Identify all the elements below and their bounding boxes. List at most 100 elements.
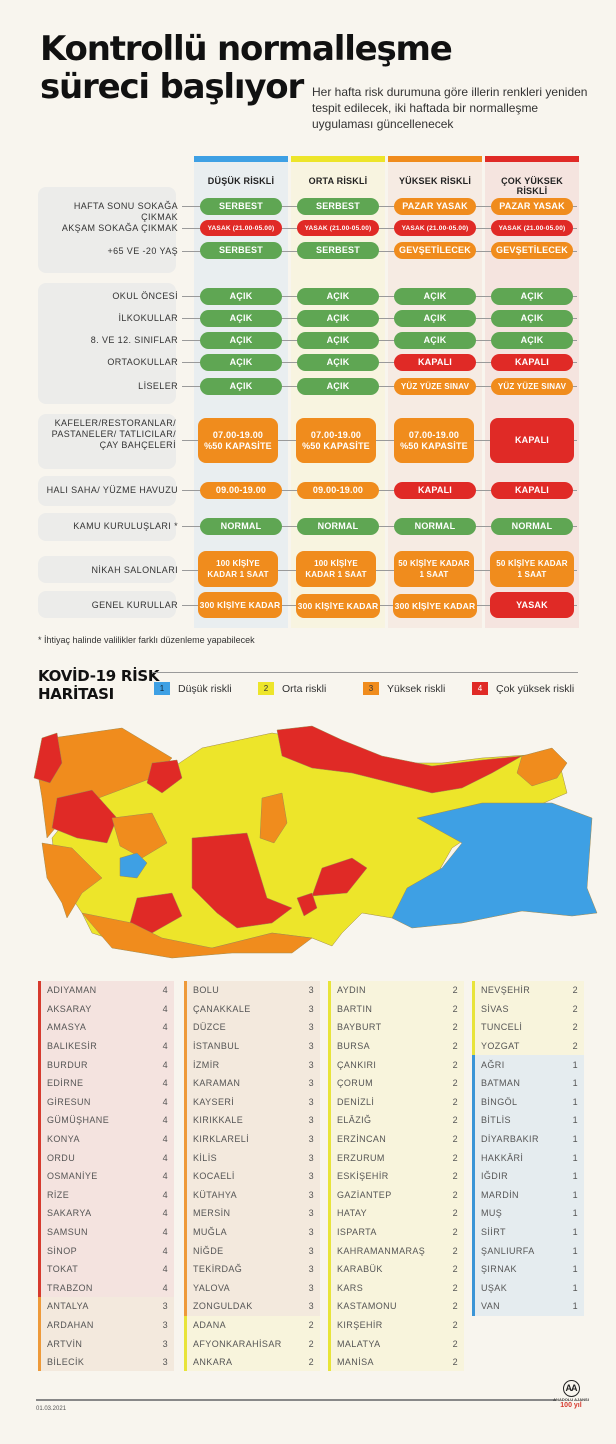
province-name: ISPARTA <box>337 1227 377 1238</box>
province-risk-level: 4 <box>162 1134 168 1145</box>
province-risk-level: 2 <box>452 1189 458 1200</box>
legend-swatch-very-high: 4 <box>472 682 488 695</box>
cell-preschool-very-high: AÇIK <box>491 288 573 305</box>
province-row: ARTVİN 3 <box>38 1334 174 1353</box>
province-risk-level: 4 <box>162 1041 168 1052</box>
cell-public-medium: NORMAL <box>297 518 379 535</box>
province-risk-level: 3 <box>308 1022 314 1033</box>
province-row: NEVŞEHİR 2 <box>472 981 584 1000</box>
province-risk-level: 2 <box>452 1301 458 1312</box>
province-row: EDİRNE 4 <box>38 1073 174 1093</box>
row-connector <box>182 251 577 252</box>
province-risk-level: 3 <box>162 1357 168 1368</box>
province-name: ELÂZIĞ <box>337 1115 372 1126</box>
province-name: ZONGULDAK <box>193 1301 253 1312</box>
province-risk-level: 3 <box>308 1059 314 1070</box>
province-name: MUĞLA <box>193 1227 228 1238</box>
cell-pitch-low: 09.00-19.00 <box>200 482 282 499</box>
province-risk-level: 1 <box>572 1171 578 1182</box>
province-name: MARDİN <box>481 1189 519 1200</box>
province-risk-level: 3 <box>308 1115 314 1126</box>
cell-weekend-very-high: PAZAR YASAK <box>491 198 573 215</box>
province-row: HATAY 2 <box>328 1204 464 1223</box>
province-row: KOCAELİ 3 <box>184 1166 320 1186</box>
legend-swatch-low: 1 <box>154 682 170 695</box>
province-row: SAKARYA 4 <box>38 1204 174 1223</box>
province-row: ARDAHAN 3 <box>38 1315 174 1335</box>
cell-pitch-medium: 09.00-19.00 <box>297 482 379 499</box>
row-label-preschool: OKUL ÖNCESİ <box>112 291 178 301</box>
province-risk-level: 2 <box>308 1357 314 1368</box>
province-row: HAKKÂRİ 1 <box>472 1148 584 1167</box>
legend-item-medium: 2 Orta riskli <box>258 682 326 695</box>
province-risk-level: 4 <box>162 1171 168 1182</box>
column-header-low: DÜŞÜK RİSKLİ <box>207 176 275 186</box>
cell-age-low: SERBEST <box>200 242 282 259</box>
cell-evening-low: YASAK (21.00-05.00) <box>200 220 282 236</box>
cell-weekend-medium: SERBEST <box>297 198 379 215</box>
province-row: KASTAMONU 2 <box>328 1297 464 1316</box>
cell-evening-medium: YASAK (21.00-05.00) <box>297 220 379 236</box>
cell-preschool-medium: AÇIK <box>297 288 379 305</box>
province-risk-level: 3 <box>308 1171 314 1182</box>
province-risk-level: 4 <box>162 1115 168 1126</box>
province-name: YOZGAT <box>481 1041 520 1052</box>
cell-wedding-very-high: 50 KİŞİYE KADAR 1 SAAT <box>490 551 574 587</box>
row-label-pitch: HALI SAHA/ YÜZME HAVUZU <box>46 485 178 495</box>
province-risk-level: 1 <box>572 1096 578 1107</box>
province-list-col-4: NEVŞEHİR 2 SİVAS 2 TUNCELİ 2 YOZGAT 2 AĞRI 1 BATMA… <box>472 981 584 1316</box>
province-name: MANİSA <box>337 1357 374 1368</box>
province-row: ERZURUM 2 <box>328 1148 464 1167</box>
province-row: AKSARAY 4 <box>38 999 174 1019</box>
row-connector <box>182 526 577 527</box>
province-risk-level: 2 <box>452 1152 458 1163</box>
cell-middle-low: AÇIK <box>200 354 282 371</box>
province-row: KIRIKKALE 3 <box>184 1111 320 1130</box>
province-risk-level: 2 <box>452 985 458 996</box>
cell-primary-low: AÇIK <box>200 310 282 327</box>
province-name: KARAMAN <box>193 1078 241 1089</box>
province-name: BAYBURT <box>337 1022 382 1033</box>
cell-primary-high: AÇIK <box>394 310 476 327</box>
province-row: BALIKESİR 4 <box>38 1036 174 1056</box>
province-name: TEKİRDAĞ <box>193 1264 243 1275</box>
province-name: ŞIRNAK <box>481 1264 517 1275</box>
province-risk-level: 2 <box>452 1264 458 1275</box>
row-label-middle: ORTAOKULLAR <box>107 357 178 367</box>
province-row: TUNCELİ 2 <box>472 1018 584 1037</box>
column-header-medium: ORTA RİSKLİ <box>308 176 368 186</box>
cell-public-very-high: NORMAL <box>491 518 573 535</box>
legend-item-high: 3 Yüksek riskli <box>363 682 445 695</box>
province-row: VAN 1 <box>472 1297 584 1316</box>
province-name: KOCAELİ <box>193 1171 235 1182</box>
province-name: DÜZCE <box>193 1022 226 1033</box>
province-name: KASTAMONU <box>337 1301 397 1312</box>
group-assembly-bg <box>38 591 176 618</box>
row-connector <box>182 362 577 363</box>
province-row: ŞIRNAK 1 <box>472 1259 584 1279</box>
province-row: KIRŞEHİR 2 <box>328 1315 464 1335</box>
province-name: AĞRI <box>481 1059 505 1070</box>
province-name: KAHRAMANMARAŞ <box>337 1245 426 1256</box>
cell-grades-very-high: AÇIK <box>491 332 573 349</box>
cell-cafes-high: 07.00-19.00 %50 KAPASİTE <box>394 418 474 463</box>
province-row: MUĞLA 3 <box>184 1222 320 1242</box>
province-row: YOZGAT 2 <box>472 1036 584 1056</box>
province-name: KARS <box>337 1282 364 1293</box>
province-risk-level: 3 <box>308 1245 314 1256</box>
province-name: KÜTAHYA <box>193 1189 237 1200</box>
province-name: ANKARA <box>193 1357 233 1368</box>
province-name: AYDIN <box>337 985 366 996</box>
province-row: BİNGÖL 1 <box>472 1092 584 1112</box>
province-row: DENİZLİ 2 <box>328 1092 464 1112</box>
group-curfew-bg <box>38 187 176 273</box>
province-name: KAYSERİ <box>193 1096 235 1107</box>
province-name: HAKKÂRİ <box>481 1152 524 1163</box>
cell-age-medium: SERBEST <box>297 242 379 259</box>
province-name: ERZURUM <box>337 1152 385 1163</box>
province-risk-level: 4 <box>162 1208 168 1219</box>
province-risk-level: 2 <box>452 1227 458 1238</box>
province-risk-level: 3 <box>308 1134 314 1145</box>
province-risk-level: 1 <box>572 1282 578 1293</box>
province-row: AĞRI 1 <box>472 1055 584 1074</box>
